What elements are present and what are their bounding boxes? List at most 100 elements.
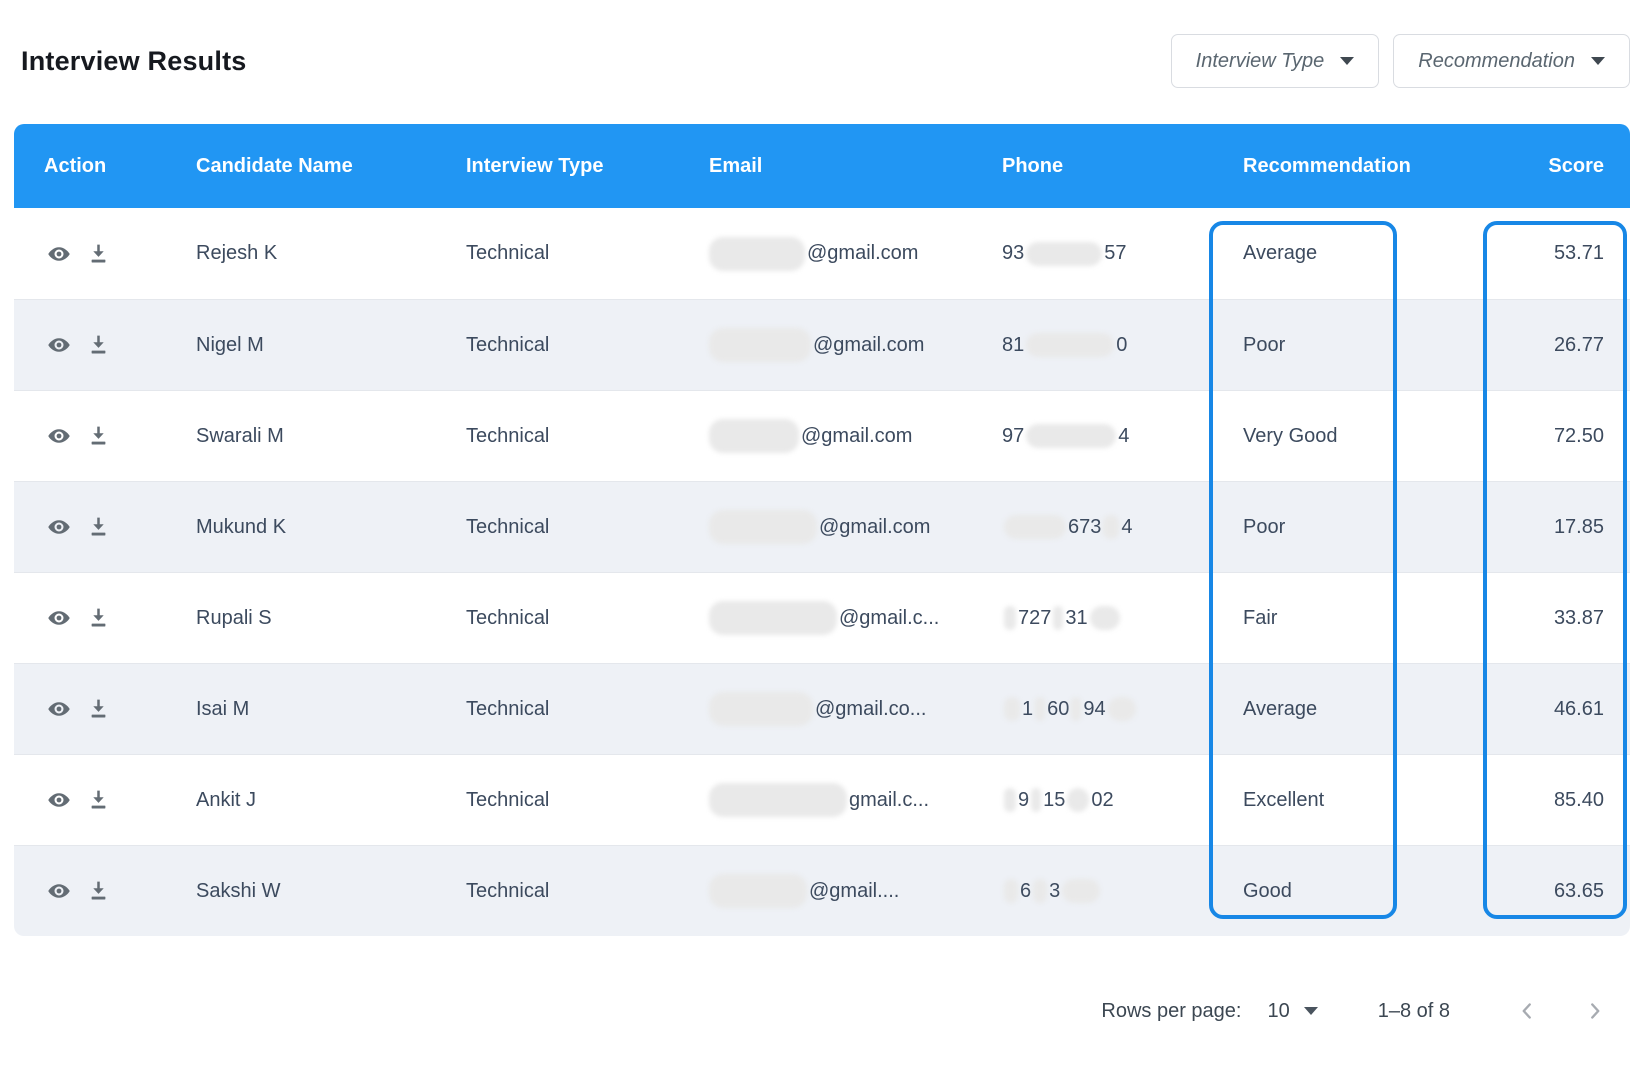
download-button[interactable] bbox=[86, 878, 111, 904]
recommendation-cell: Excellent bbox=[1243, 788, 1325, 811]
email-cell: @gmail.... bbox=[709, 874, 1002, 908]
action-cell bbox=[14, 514, 196, 540]
download-button[interactable] bbox=[86, 605, 111, 631]
interview-type-cell: Technical bbox=[466, 242, 550, 264]
view-button[interactable] bbox=[44, 879, 74, 903]
recommendation-filter[interactable]: Recommendation bbox=[1393, 34, 1630, 88]
download-button[interactable] bbox=[86, 241, 111, 267]
score-cell: 17.85 bbox=[1553, 515, 1604, 538]
phone-visible-text: 4 bbox=[1121, 515, 1133, 538]
column-header-score: Score bbox=[1548, 154, 1604, 177]
eye-icon bbox=[48, 246, 70, 261]
interview-type-cell: Technical bbox=[466, 788, 550, 811]
previous-page-button[interactable] bbox=[1514, 998, 1540, 1024]
redacted-phone-blur bbox=[1107, 697, 1136, 721]
next-page-button[interactable] bbox=[1582, 998, 1608, 1024]
redacted-phone-blur bbox=[1053, 606, 1064, 630]
email-cell: gmail.c... bbox=[709, 783, 1002, 817]
phone-cell: 727 31 bbox=[1002, 606, 1243, 630]
email-visible-text: @gmail.c... bbox=[839, 606, 940, 629]
column-header-phone: Phone bbox=[1002, 154, 1064, 177]
phone-visible-text: 6 bbox=[1020, 879, 1032, 902]
action-cell bbox=[14, 878, 196, 904]
phone-visible-text: 31 bbox=[1065, 606, 1088, 629]
score-cell: 26.77 bbox=[1553, 333, 1604, 356]
eye-icon bbox=[48, 884, 70, 898]
redacted-phone-blur bbox=[1004, 697, 1020, 721]
redacted-phone-blur bbox=[1071, 697, 1082, 721]
redacted-email-blur bbox=[709, 874, 807, 908]
table-header-row: Action Candidate Name Interview Type Ema… bbox=[14, 124, 1630, 208]
view-button[interactable] bbox=[44, 242, 74, 266]
phone-visible-text: 02 bbox=[1091, 788, 1114, 811]
download-button[interactable] bbox=[86, 696, 111, 722]
view-button[interactable] bbox=[44, 788, 74, 812]
table-row: Sakshi W Technical @gmail.... 6 3 Good 63.65 bbox=[14, 845, 1630, 936]
score-cell: 63.65 bbox=[1553, 879, 1604, 902]
email-visible-text: @gmail.com bbox=[801, 424, 913, 447]
email-cell: @gmail.com bbox=[709, 236, 1002, 271]
redacted-email-blur bbox=[709, 783, 847, 817]
view-button[interactable] bbox=[44, 606, 74, 630]
redacted-phone-blur bbox=[1089, 606, 1120, 630]
phone-cell: 9 15 02 bbox=[1002, 788, 1243, 812]
chevron-right-icon bbox=[1591, 1003, 1600, 1019]
redacted-phone-blur bbox=[1004, 879, 1018, 903]
rows-per-page-select[interactable]: 10 bbox=[1267, 1000, 1318, 1023]
download-icon bbox=[91, 517, 106, 536]
candidate-name-cell: Sakshi W bbox=[196, 879, 281, 902]
column-header-interview-type: Interview Type bbox=[466, 154, 604, 177]
candidate-name-cell: Isai M bbox=[196, 697, 250, 720]
phone-cell: 93 57 bbox=[1002, 241, 1243, 266]
download-icon bbox=[91, 790, 106, 809]
phone-visible-text: 81 bbox=[1002, 333, 1025, 356]
recommendation-filter-label: Recommendation bbox=[1418, 49, 1575, 72]
download-button[interactable] bbox=[86, 332, 111, 358]
redacted-phone-blur bbox=[1033, 879, 1048, 903]
download-button[interactable] bbox=[86, 787, 111, 813]
column-header-candidate-name: Candidate Name bbox=[196, 154, 353, 177]
view-button[interactable] bbox=[44, 333, 74, 357]
interview-type-filter-label: Interview Type bbox=[1195, 49, 1325, 72]
recommendation-cell: Poor bbox=[1243, 333, 1286, 356]
candidate-name-cell: Ankit J bbox=[196, 788, 257, 811]
view-button[interactable] bbox=[44, 424, 74, 448]
table-row: Swarali M Technical @gmail.com 97 4 Very Good… bbox=[14, 390, 1630, 481]
download-icon bbox=[91, 335, 106, 354]
redacted-phone-blur bbox=[1103, 515, 1120, 539]
download-button[interactable] bbox=[86, 423, 111, 449]
redacted-phone-blur bbox=[1004, 515, 1066, 539]
redacted-phone-blur bbox=[1035, 697, 1046, 721]
interview-type-cell: Technical bbox=[466, 879, 550, 902]
redacted-phone-blur bbox=[1026, 241, 1103, 266]
recommendation-cell: Very Good bbox=[1243, 424, 1338, 447]
view-button[interactable] bbox=[44, 515, 74, 539]
redacted-phone-blur bbox=[1031, 788, 1042, 812]
table-row: Ankit J Technical gmail.c... 9 15 02 Excellent… bbox=[14, 754, 1630, 845]
redacted-email-blur bbox=[709, 236, 805, 271]
score-cell: 53.71 bbox=[1553, 242, 1604, 264]
eye-icon bbox=[48, 611, 70, 625]
interview-type-filter[interactable]: Interview Type bbox=[1170, 34, 1380, 88]
chevron-down-icon bbox=[1303, 1007, 1318, 1015]
redacted-email-blur bbox=[709, 510, 817, 544]
column-header-email: Email bbox=[709, 154, 763, 177]
redacted-phone-blur bbox=[1062, 879, 1101, 903]
view-button[interactable] bbox=[44, 697, 74, 721]
email-visible-text: @gmail.com bbox=[819, 515, 931, 538]
recommendation-cell: Average bbox=[1243, 242, 1318, 264]
eye-icon bbox=[48, 429, 70, 443]
redacted-phone-blur bbox=[1067, 788, 1090, 812]
recommendation-cell: Good bbox=[1243, 879, 1292, 902]
phone-visible-text: 60 bbox=[1047, 697, 1070, 720]
topbar: Interview Results Interview Type Recomme… bbox=[21, 34, 1630, 88]
eye-icon bbox=[48, 702, 70, 716]
eye-icon bbox=[48, 793, 70, 807]
recommendation-cell: Fair bbox=[1243, 606, 1278, 629]
candidate-name-cell: Mukund K bbox=[196, 515, 287, 538]
action-cell bbox=[14, 241, 196, 267]
download-icon bbox=[91, 426, 106, 445]
candidate-name-cell: Swarali M bbox=[196, 424, 284, 447]
phone-cell: 97 4 bbox=[1002, 424, 1243, 448]
download-button[interactable] bbox=[86, 514, 111, 540]
